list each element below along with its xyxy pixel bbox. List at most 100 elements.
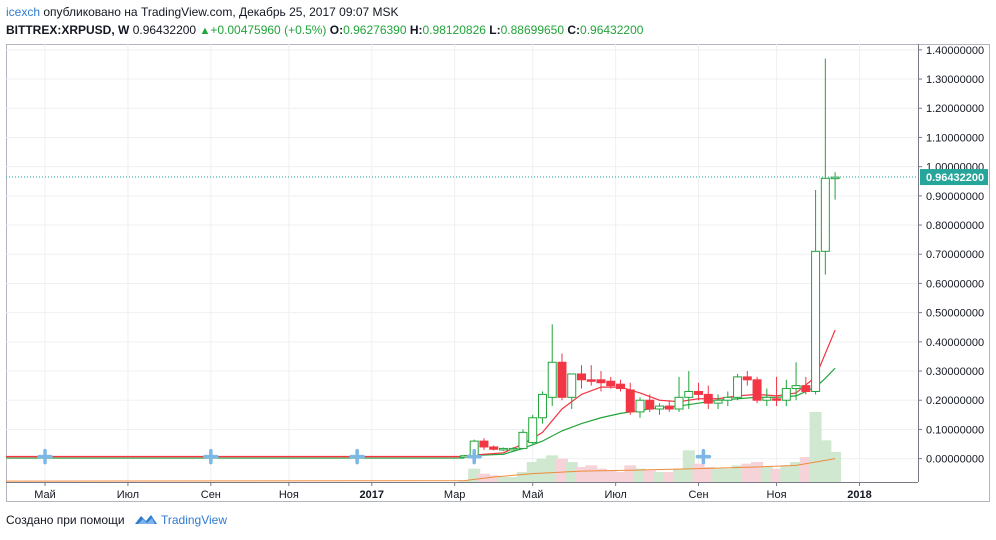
volume-bar — [497, 477, 510, 482]
event-marker-icon — [349, 448, 365, 465]
volume-bar — [594, 468, 607, 482]
x-tick-label: Май — [34, 489, 56, 501]
open-value: 0.96276390 — [343, 23, 407, 37]
tradingview-brand[interactable]: TradingView — [160, 513, 228, 528]
volume-ma-line — [5, 458, 836, 482]
volume-bar — [721, 468, 734, 482]
low-value: 0.88699650 — [500, 23, 565, 37]
x-tick-label: 2018 — [847, 489, 871, 501]
volume-bar — [829, 452, 842, 482]
volume-bar — [780, 465, 793, 482]
close-value: 0.96432200 — [580, 23, 644, 37]
candle-body — [567, 373, 577, 398]
y-tick-label: 1.30000000 — [926, 74, 984, 86]
high-label: H: — [409, 23, 423, 37]
candle-body — [645, 399, 655, 410]
volume-bar — [516, 472, 529, 482]
y-tick-label: 0.90000000 — [926, 191, 984, 203]
volume-bar — [526, 462, 539, 482]
high-value: 0.98120826 — [422, 23, 486, 37]
x-tick-label: 2017 — [360, 489, 384, 501]
candle-body — [762, 396, 772, 401]
candle-body — [498, 447, 508, 451]
x-tick-label: Ноя — [767, 489, 787, 501]
volume-bar — [673, 468, 686, 482]
x-tick-label: Мар — [444, 489, 466, 501]
candle-body — [518, 431, 528, 449]
candle-body — [596, 379, 606, 384]
chart-frame — [6, 44, 990, 502]
volume-bar — [682, 450, 695, 482]
volume-bar — [819, 440, 832, 482]
volume-bar — [760, 467, 773, 482]
symbol-label: BITTREX:XRPUSD, W — [6, 23, 130, 37]
volume-bar — [458, 480, 471, 482]
candle-body — [576, 373, 586, 381]
candle-body — [742, 376, 752, 381]
last-price-badge — [920, 169, 988, 186]
author-link[interactable]: icexch — [6, 5, 41, 19]
y-tick-label: 0.30000000 — [926, 366, 984, 378]
event-marker-icon — [695, 448, 712, 465]
y-tick-label: 0.40000000 — [926, 337, 984, 349]
candle-body — [655, 405, 665, 410]
chart-area[interactable]: 1.40000000 1.30000000 1.20000000 1.10000000… — [5, 44, 990, 502]
volume-bar — [702, 467, 715, 482]
volume-bar — [487, 475, 500, 482]
volume-bar — [585, 465, 598, 482]
volume-bar — [614, 472, 627, 482]
event-marker-icon — [203, 448, 219, 465]
change-value: +0.00475960 (+0.5%) — [210, 23, 327, 37]
y-tick-label: 1.20000000 — [926, 103, 984, 115]
x-tick-label: Июл — [604, 489, 626, 501]
candle-body — [479, 440, 489, 448]
candle-body — [674, 396, 684, 410]
publish-line: icexch опубликовано на TradingView.com, … — [6, 3, 986, 21]
chart-header: icexch опубликовано на TradingView.com, … — [6, 3, 986, 39]
candle-body — [694, 390, 704, 395]
event-marker-icon — [466, 448, 482, 465]
y-tick-label: 0.20000000 — [926, 395, 984, 407]
volume-bar — [555, 458, 568, 482]
y-tick-label: 0.60000000 — [926, 278, 984, 290]
x-tick-label: Сен — [201, 489, 221, 501]
candle-body — [625, 389, 635, 413]
candle-body — [635, 399, 645, 413]
publish-info: опубликовано на TradingView.com, Декабрь… — [40, 5, 399, 19]
event-marker-icon — [37, 448, 53, 465]
candle-body — [733, 376, 743, 398]
footer: Создано при помощи TradingView — [6, 512, 227, 530]
y-tick-label: 1.10000000 — [926, 132, 984, 144]
volume-bar — [624, 465, 637, 482]
candle-body — [752, 379, 762, 401]
candle-body — [830, 176, 840, 180]
candle-body — [586, 379, 596, 382]
volume-bar — [634, 468, 647, 482]
candle-body — [820, 177, 830, 252]
up-arrow-icon: ▲ — [199, 25, 211, 37]
y-tick-label: 0.50000000 — [926, 308, 984, 320]
candle-body — [811, 250, 821, 392]
x-tick-label: Ноя — [279, 489, 299, 501]
tradingview-logo-icon[interactable] — [134, 512, 158, 530]
candle-body — [537, 393, 547, 419]
volume-bar — [536, 458, 549, 482]
volume-bar — [770, 468, 783, 482]
last-price-label: 0.96432200 — [926, 172, 984, 184]
y-tick-label: 0.80000000 — [926, 220, 984, 232]
ohlc-line: BITTREX:XRPUSD, W 0.96432200 ▲+0.0047596… — [6, 21, 986, 39]
candle-body — [616, 383, 626, 390]
price-value: 0.96432200 — [132, 23, 197, 37]
open-label: O: — [329, 23, 344, 37]
candle-body — [528, 417, 538, 444]
volume-bar — [546, 455, 559, 482]
y-tick-label: 0.00000000 — [926, 454, 984, 466]
candle-body — [791, 385, 801, 390]
close-label: C: — [567, 23, 581, 37]
low-label: L: — [489, 23, 501, 37]
volume-bar — [604, 470, 617, 482]
candle-body — [547, 361, 557, 398]
price-chart[interactable]: 1.40000000 1.30000000 1.20000000 1.10000000… — [5, 44, 990, 502]
created-with-label: Создано при помощи — [6, 513, 125, 528]
x-tick-label: Июл — [117, 489, 139, 501]
